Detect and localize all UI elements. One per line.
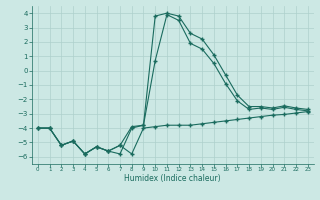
X-axis label: Humidex (Indice chaleur): Humidex (Indice chaleur) <box>124 174 221 183</box>
